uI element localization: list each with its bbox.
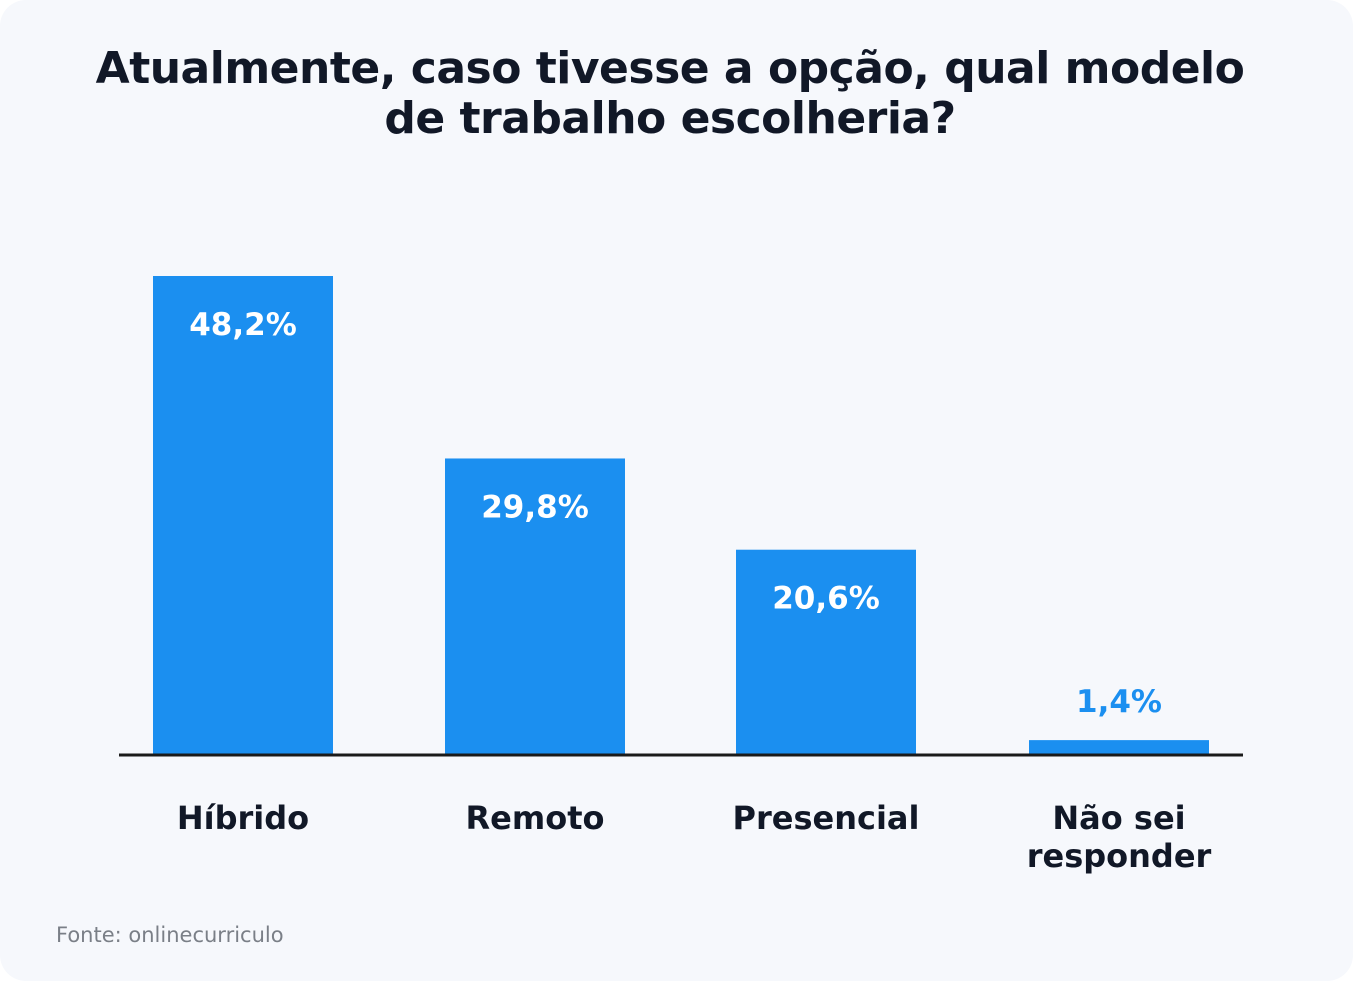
bar-4 [1029, 740, 1209, 754]
bar-2 [445, 458, 625, 754]
category-label: Presencial [733, 799, 920, 837]
labels-layer: 48,2% Híbrido 29,8% Remoto 20,6% Presencial 1,… [177, 307, 1212, 875]
bar-3 [736, 549, 916, 754]
bar-value-label: 48,2% [189, 307, 297, 343]
bar-value-label: 20,6% [772, 581, 880, 617]
category-label: Não sei responder [1027, 799, 1212, 875]
bar-value-label: 29,8% [481, 489, 589, 525]
bar-value-label: 1,4% [1076, 684, 1162, 720]
bar-1 [153, 276, 333, 754]
bars-layer [153, 276, 1209, 754]
category-label: Remoto [466, 799, 605, 837]
category-label: Híbrido [177, 799, 309, 837]
chart-title: Atualmente, caso tivesse a opção, qual m… [95, 43, 1245, 144]
source-note: Fonte: onlinecurriculo [56, 923, 284, 947]
